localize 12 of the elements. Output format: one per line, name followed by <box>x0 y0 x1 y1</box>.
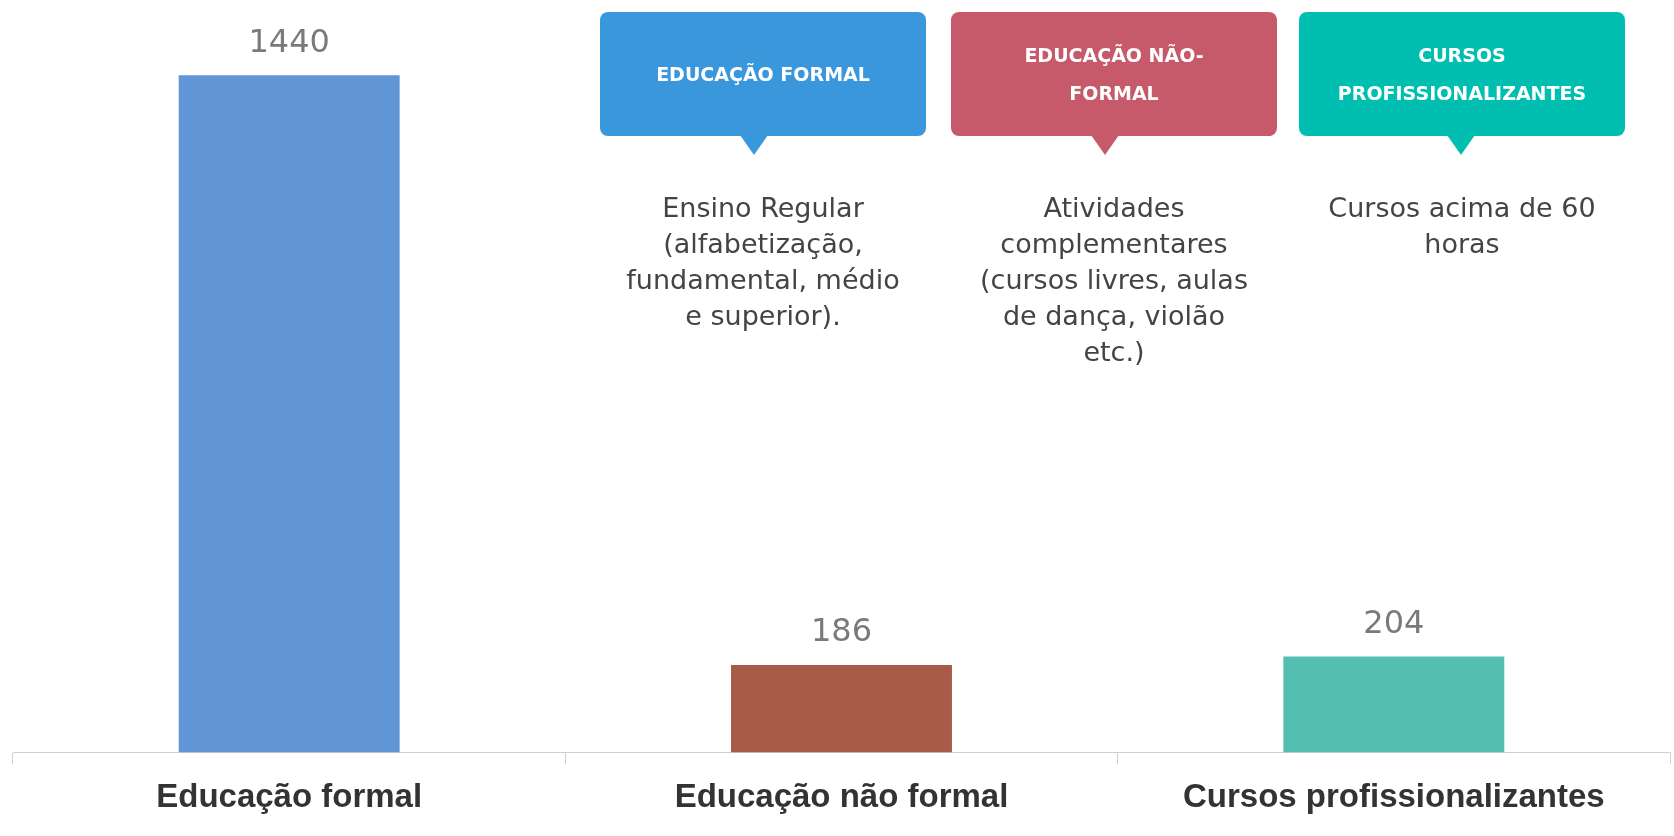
data-label: 1440 <box>248 21 330 60</box>
annotation: Cursos acima de 60 horas <box>1327 191 1597 261</box>
data-label: 204 <box>1363 602 1425 641</box>
annotation: CURSOS PROFISSIONALIZANTES <box>1299 12 1625 136</box>
x-tick-label: Cursos profissionalizantes <box>1182 777 1605 815</box>
x-tick-label: Educação formal <box>156 777 423 815</box>
annotation: Atividades complementares (cursos livres, aulas de dança, violão etc.) <box>979 191 1249 369</box>
annotation: Ensino Regular (alfabetização, fundamental, médio e superior). <box>625 191 901 333</box>
annotation: EDUCAÇÃO NÃO-FORMAL <box>951 12 1277 136</box>
x-tick-label: Educação não formal <box>674 777 1009 815</box>
annotation: EDUCAÇÃO FORMAL <box>600 12 926 136</box>
data-label: 186 <box>810 611 873 650</box>
